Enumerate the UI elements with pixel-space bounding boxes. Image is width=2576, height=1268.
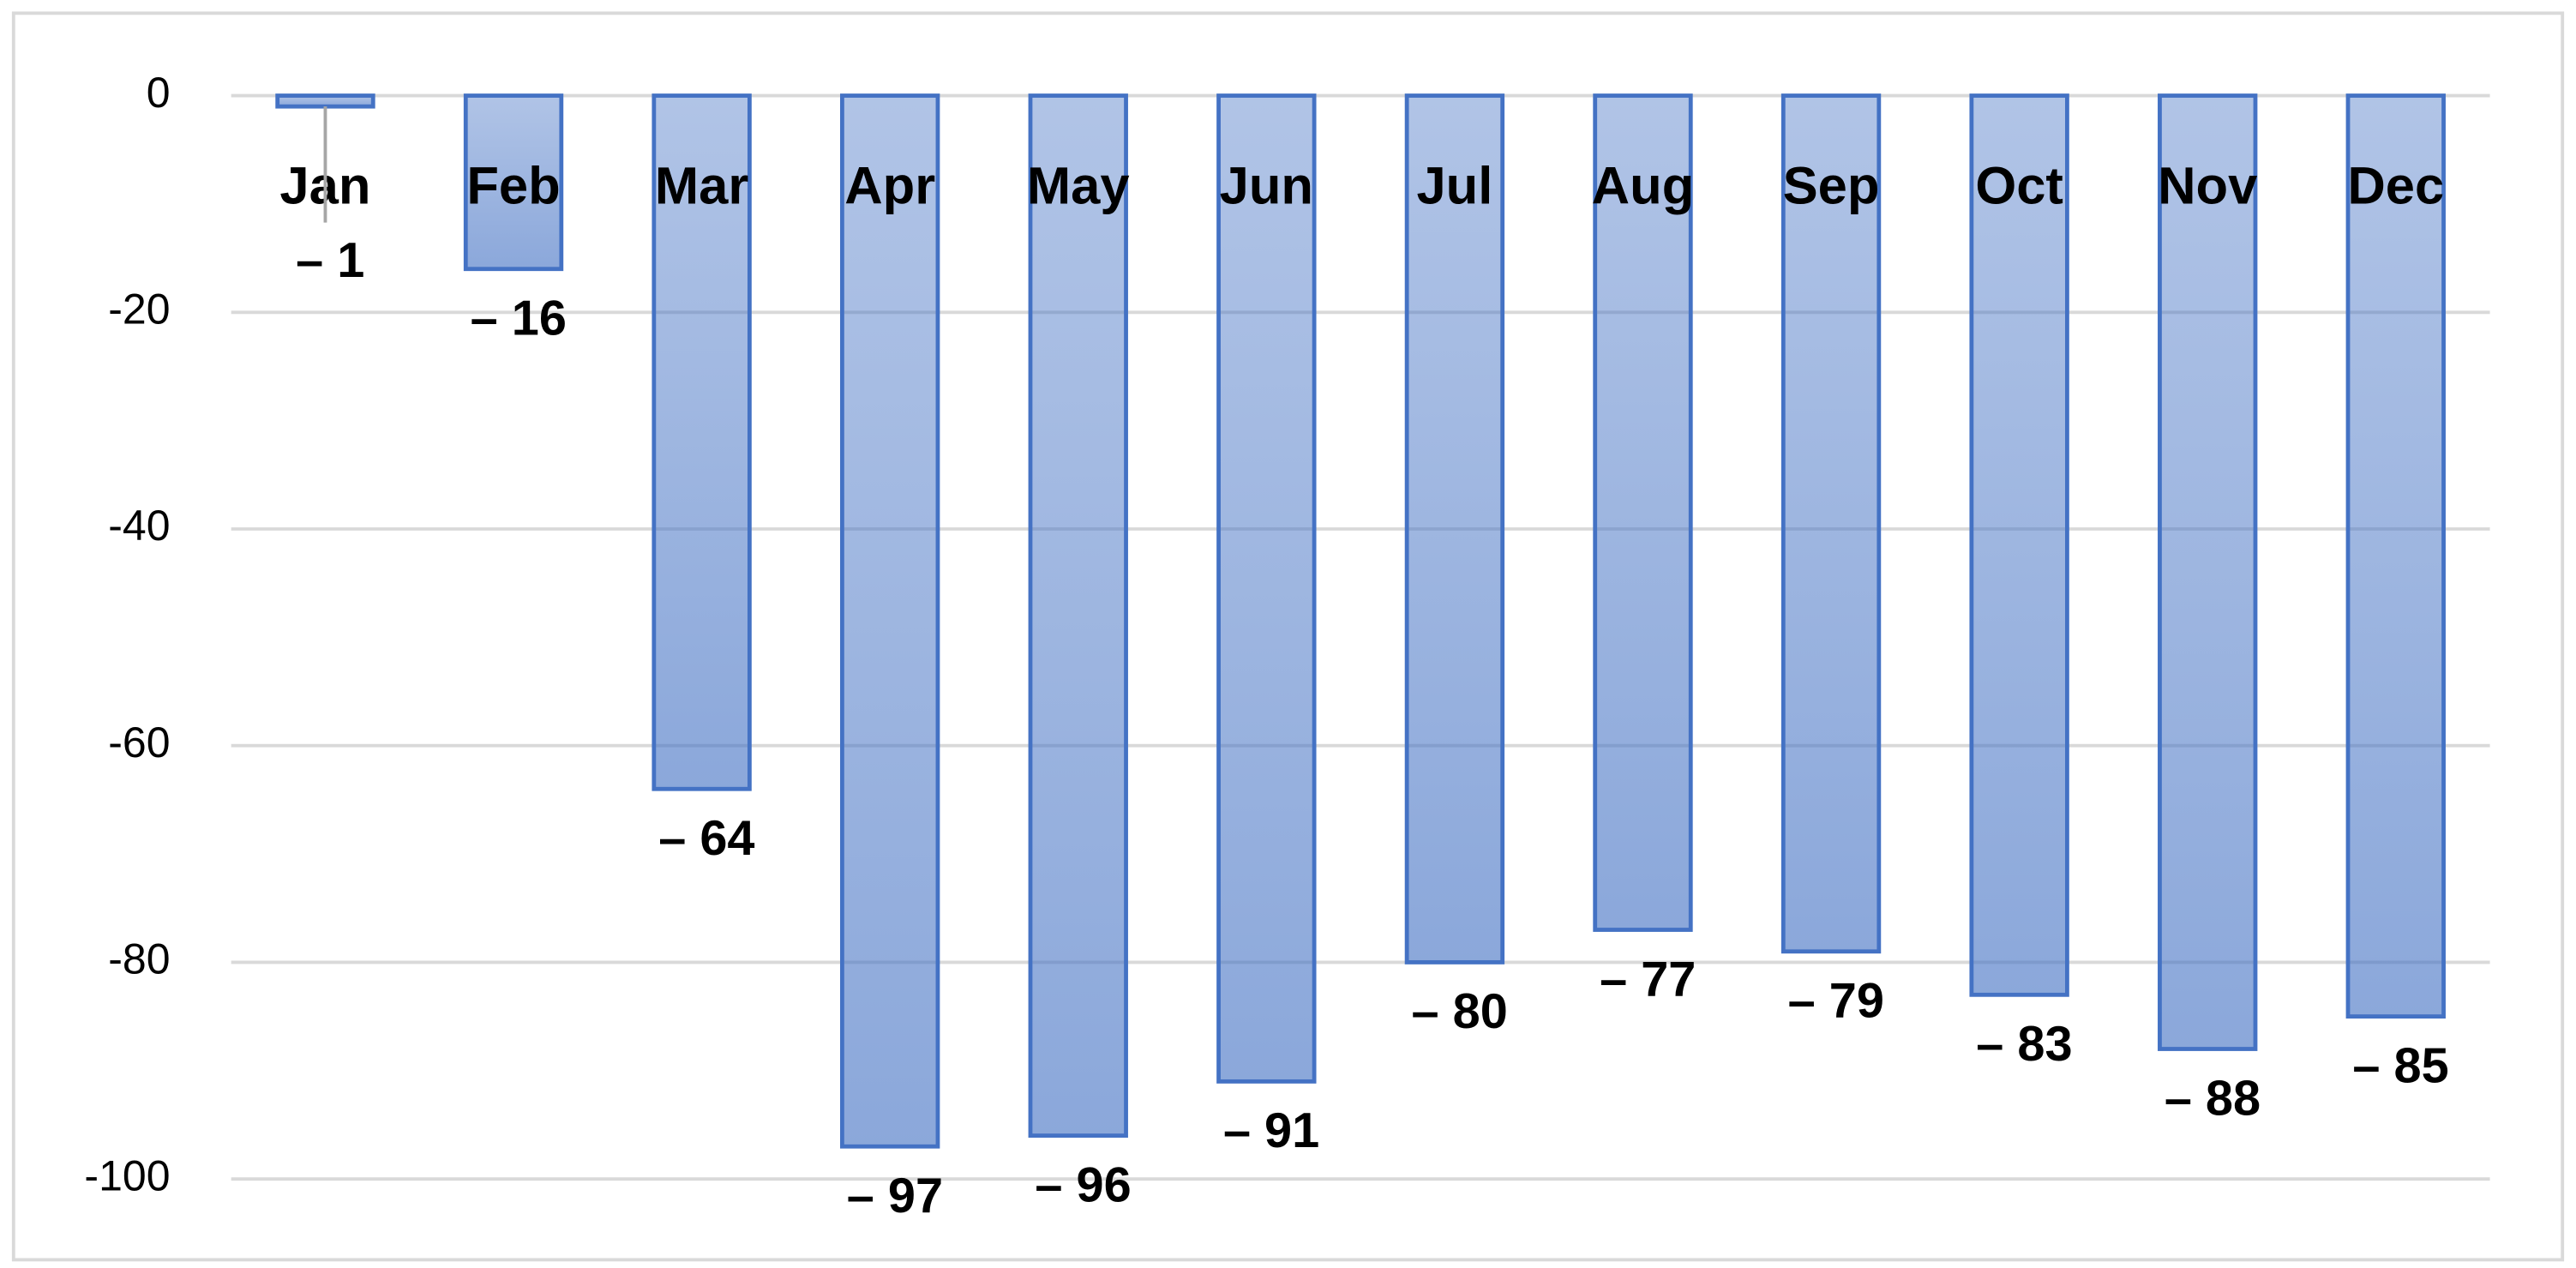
bar	[275, 93, 375, 109]
value-label: – 1	[296, 233, 364, 288]
y-tick-label: -20	[108, 285, 170, 333]
bar	[1969, 93, 2069, 997]
value-label: – 85	[2352, 1038, 2448, 1093]
y-tick-label: 0	[147, 69, 171, 117]
value-label: – 16	[471, 291, 567, 346]
bar	[2158, 93, 2258, 1051]
bar	[652, 93, 752, 791]
x-tick-label: Jul	[1416, 156, 1492, 215]
bar	[1216, 93, 1317, 1084]
bar	[1593, 93, 1693, 932]
value-label: – 80	[1412, 984, 1508, 1039]
y-tick-label: -100	[84, 1151, 170, 1199]
value-label: – 91	[1223, 1103, 1319, 1158]
y-tick-label: -40	[108, 502, 170, 550]
x-tick-label: Oct	[1975, 156, 2063, 215]
value-label: – 88	[2165, 1071, 2261, 1126]
x-tick-label: Apr	[844, 156, 935, 215]
x-tick-label: Nov	[2158, 156, 2257, 215]
x-tick-label: Mar	[655, 156, 748, 215]
value-label: – 77	[1600, 952, 1696, 1007]
value-label: – 83	[1976, 1017, 2072, 1072]
y-tick-label: -80	[108, 935, 170, 983]
bar	[840, 93, 940, 1149]
value-label: – 64	[658, 811, 754, 866]
x-tick-label: Dec	[2347, 156, 2444, 215]
x-tick-label: May	[1027, 156, 1130, 215]
x-tick-label: Jun	[1220, 156, 1313, 215]
x-tick-label: Feb	[466, 156, 560, 215]
x-tick-label: Sep	[1783, 156, 1880, 215]
bar	[463, 93, 564, 272]
bar	[1780, 93, 1882, 954]
bar	[1404, 93, 1505, 965]
bar	[2345, 93, 2446, 1019]
bar	[1028, 93, 1128, 1139]
value-label: – 97	[847, 1169, 943, 1223]
value-label: – 96	[1035, 1157, 1131, 1212]
y-tick-label: -60	[108, 718, 170, 766]
value-label: – 79	[1788, 974, 1884, 1029]
x-tick-label: Aug	[1592, 156, 1695, 215]
